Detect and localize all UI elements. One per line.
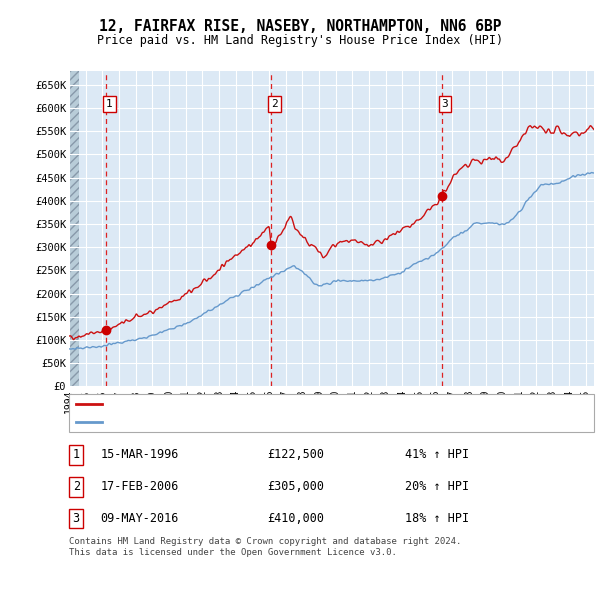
Text: £305,000: £305,000: [267, 480, 324, 493]
Text: 3: 3: [73, 512, 80, 525]
Text: 1: 1: [106, 99, 113, 109]
Text: 12, FAIRFAX RISE, NASEBY, NORTHAMPTON, NN6 6BP (detached house): 12, FAIRFAX RISE, NASEBY, NORTHAMPTON, N…: [105, 399, 483, 409]
Text: 18% ↑ HPI: 18% ↑ HPI: [405, 512, 469, 525]
Text: 3: 3: [442, 99, 448, 109]
Text: 2: 2: [271, 99, 278, 109]
Text: HPI: Average price, detached house, West Northamptonshire: HPI: Average price, detached house, West…: [105, 417, 447, 427]
Text: £410,000: £410,000: [267, 512, 324, 525]
Text: 1: 1: [73, 448, 80, 461]
Text: 15-MAR-1996: 15-MAR-1996: [100, 448, 179, 461]
Text: Price paid vs. HM Land Registry's House Price Index (HPI): Price paid vs. HM Land Registry's House …: [97, 34, 503, 47]
Text: 17-FEB-2006: 17-FEB-2006: [100, 480, 179, 493]
Text: 12, FAIRFAX RISE, NASEBY, NORTHAMPTON, NN6 6BP: 12, FAIRFAX RISE, NASEBY, NORTHAMPTON, N…: [99, 19, 501, 34]
Text: 09-MAY-2016: 09-MAY-2016: [100, 512, 179, 525]
Bar: [69, 71, 79, 386]
Text: 2: 2: [73, 480, 80, 493]
Text: 20% ↑ HPI: 20% ↑ HPI: [405, 480, 469, 493]
Text: 41% ↑ HPI: 41% ↑ HPI: [405, 448, 469, 461]
Text: Contains HM Land Registry data © Crown copyright and database right 2024.
This d: Contains HM Land Registry data © Crown c…: [69, 537, 461, 557]
Text: £122,500: £122,500: [267, 448, 324, 461]
